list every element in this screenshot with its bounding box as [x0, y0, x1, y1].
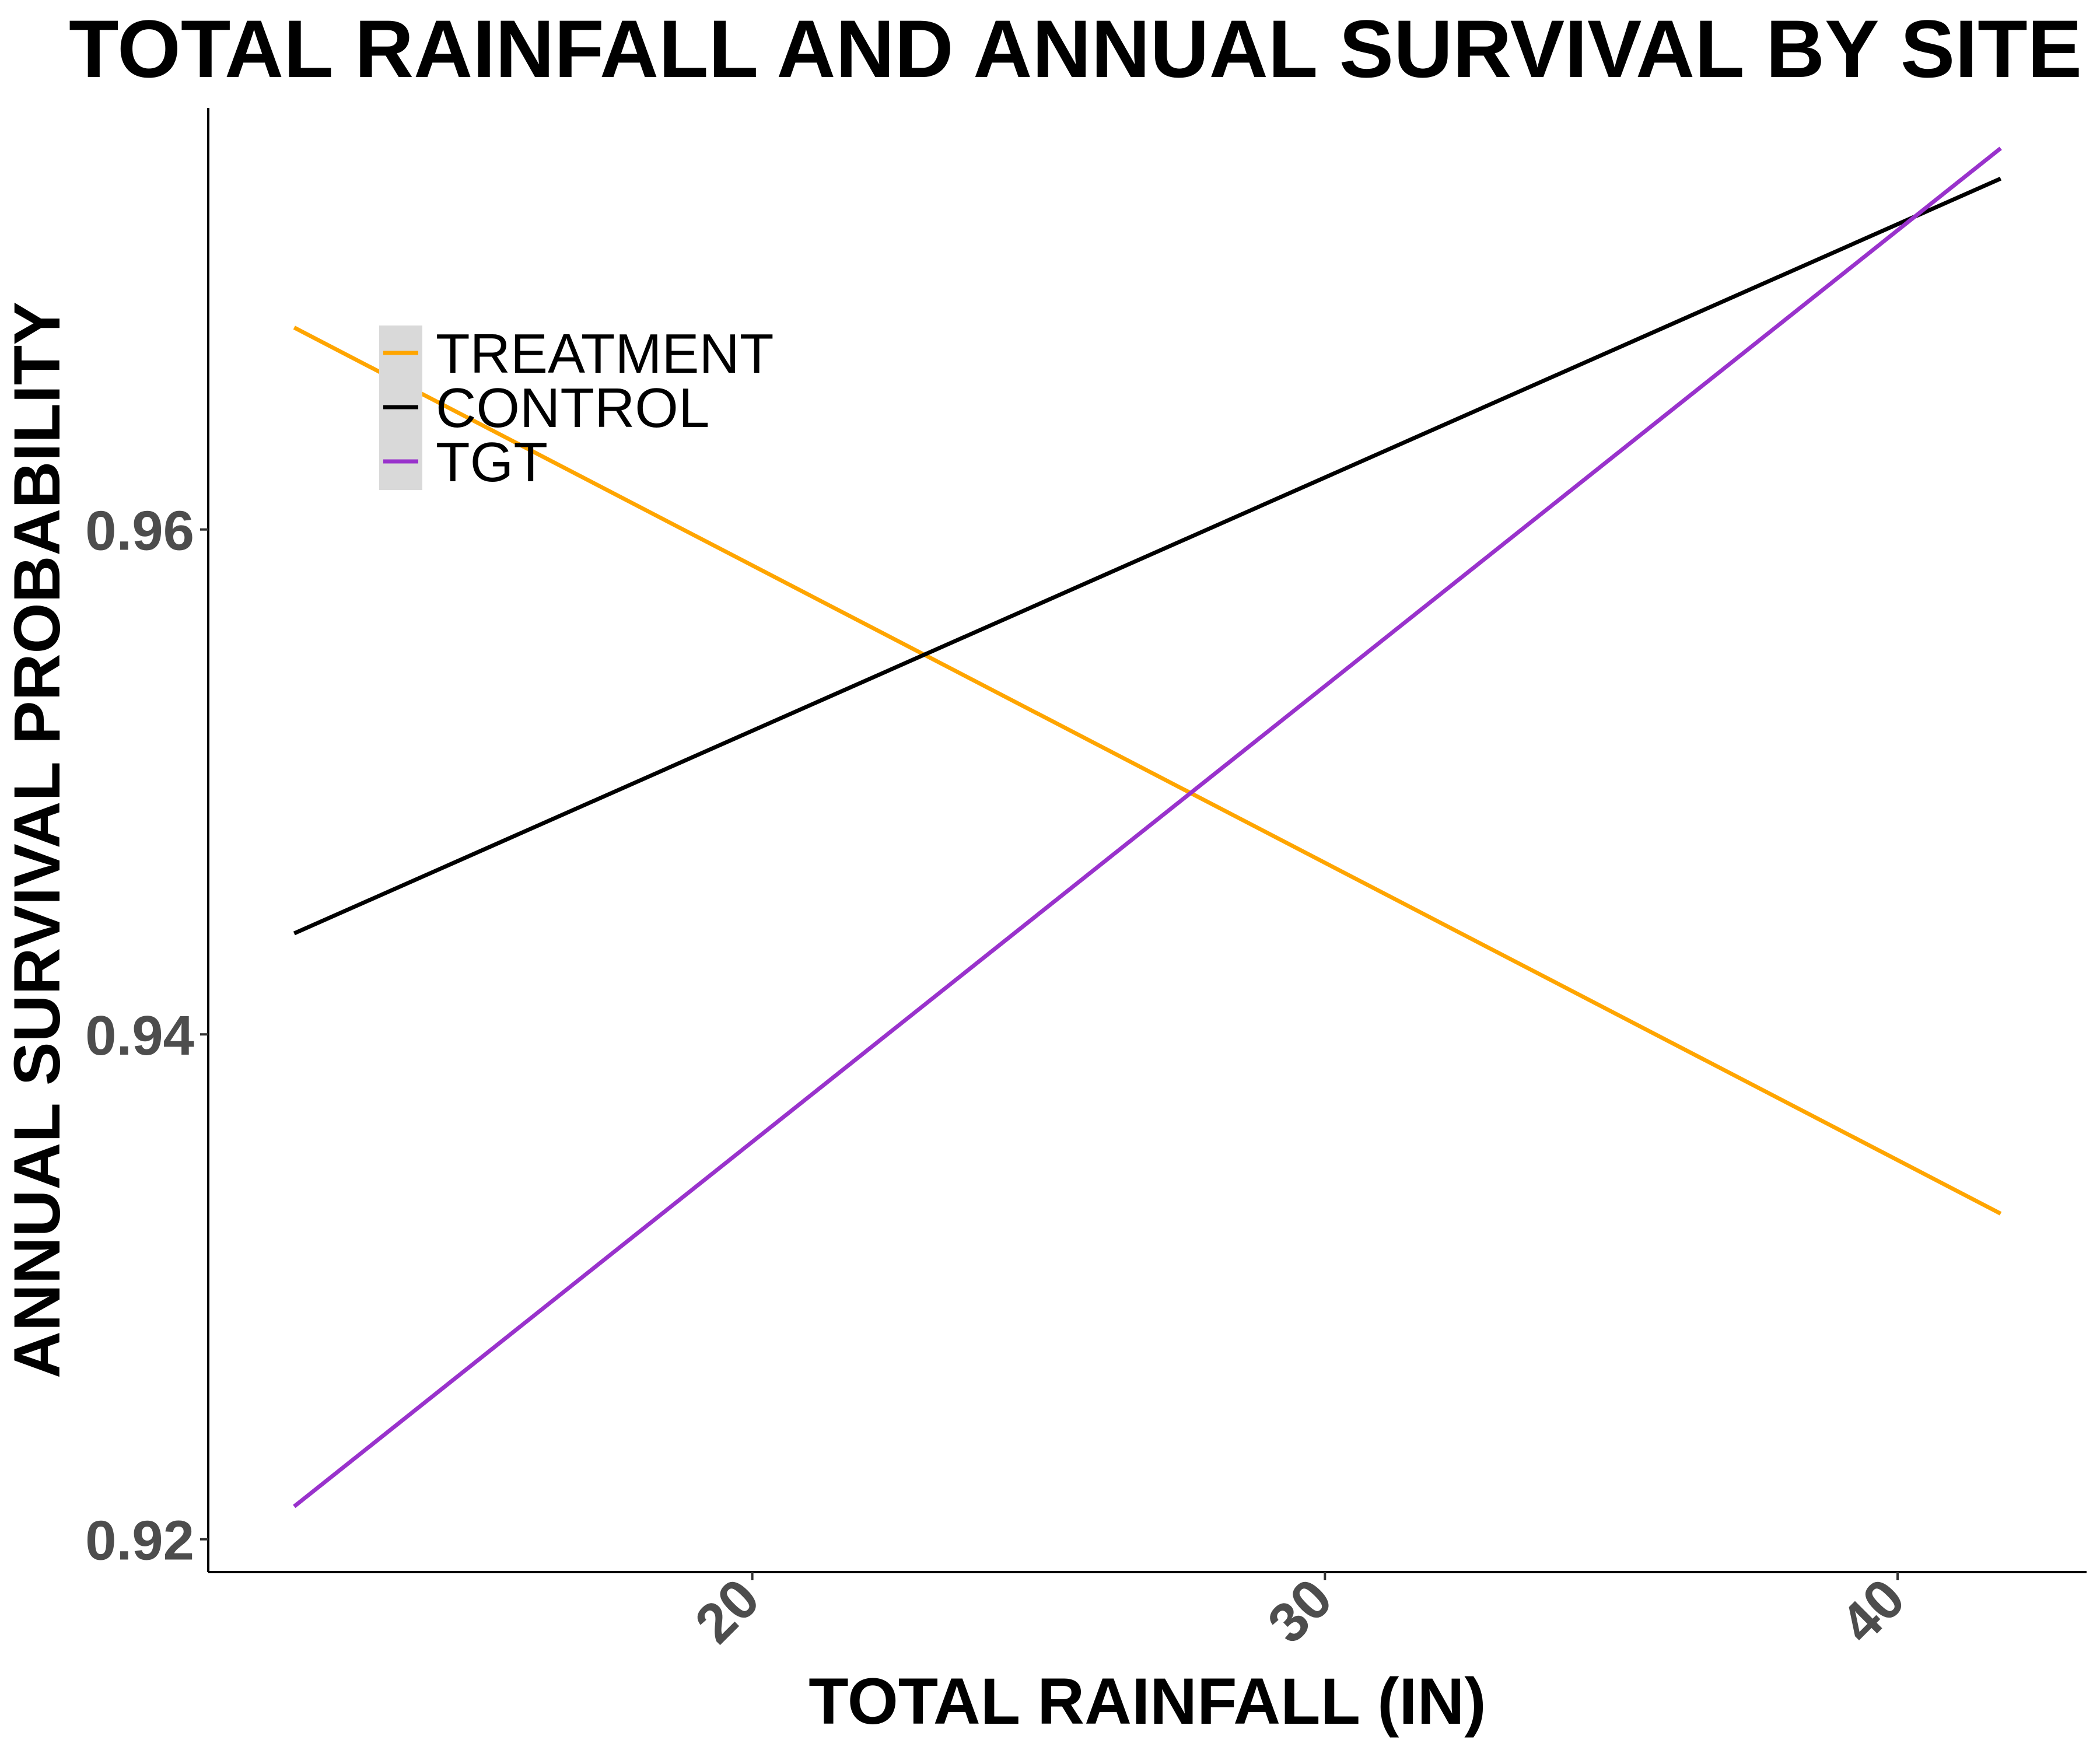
chart-title: TOTAL RAINFALL AND ANNUAL SURVIVAL BY SI… [69, 3, 2082, 94]
series-line-treatment [293, 326, 2002, 1216]
x-axis-title: TOTAL RAINFALL (IN) [808, 1665, 1486, 1738]
y-tick-label: 0.96 [85, 500, 194, 562]
legend-label-tgt: TGT [436, 431, 548, 494]
x-tick-label: 20 [683, 1567, 771, 1655]
series-layer [293, 146, 2002, 1508]
x-tick-label: 30 [1256, 1567, 1344, 1655]
y-tick-label: 0.92 [85, 1510, 194, 1572]
x-tick-label: 40 [1829, 1567, 1917, 1655]
series-line-control [293, 176, 2002, 936]
legend-label-control: CONTROL [436, 377, 709, 439]
y-tick-group: 0.92 0.94 0.96 [85, 500, 208, 1572]
y-axis-title: ANNUAL SURVIVAL PROBABILITY [1, 302, 74, 1378]
legend-label-treatment: TREATMENT [436, 323, 774, 385]
x-tick-group: 20 30 40 [683, 1567, 1917, 1655]
y-tick-label: 0.94 [85, 1005, 194, 1067]
series-line-tgt [293, 146, 2002, 1508]
